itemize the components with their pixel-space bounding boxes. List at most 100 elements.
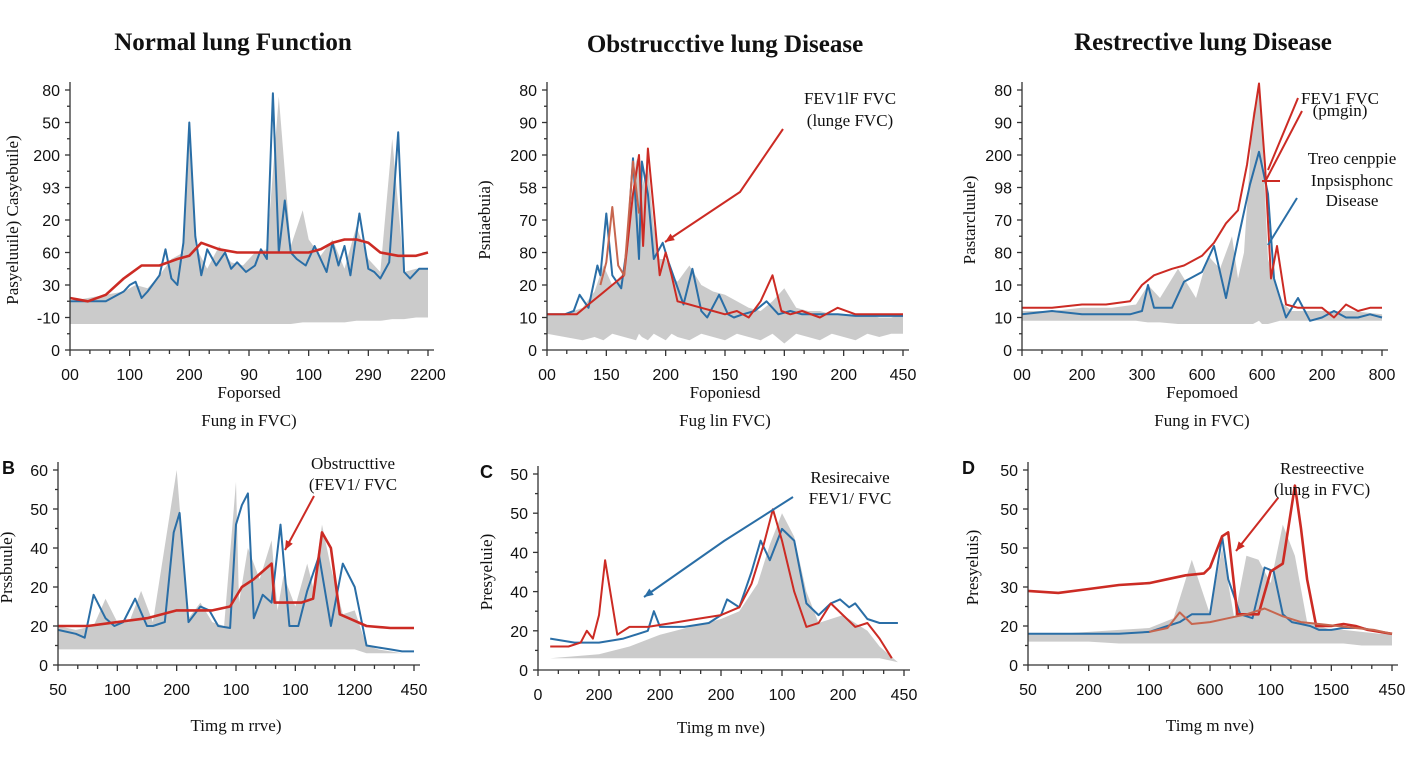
panel-label: D <box>962 458 975 478</box>
annotation-text: (pmgin) <box>1313 101 1368 120</box>
x-tick-label: 150 <box>712 367 739 384</box>
x-tick-label: 100 <box>104 682 131 699</box>
y-tick-label: 20 <box>42 213 60 230</box>
y-tick-label: 200 <box>510 148 537 165</box>
y-tick-label: 60 <box>30 463 48 480</box>
y-tick-label: 0 <box>519 663 528 680</box>
panel-normal: Normal lung Function 0 -10 30 60 20 93 200 50 80 0… <box>3 29 446 430</box>
panel-panel-d: D 0 20 30 50 50 50 50 200 100 600 100 1500 450 Timg m … <box>962 458 1405 735</box>
y-tick-label: 50 <box>30 502 48 519</box>
chart-title: Normal lung Function <box>114 29 352 56</box>
y-tick-label: 70 <box>994 213 1012 230</box>
y-axis-label: Pastarcluule) <box>960 176 979 265</box>
annotation-line <box>1267 197 1298 246</box>
series-blue-trace <box>1021 150 1383 322</box>
series-red-light-trace <box>599 160 640 286</box>
x-tick-label: 800 <box>1369 367 1396 384</box>
x-tick-label: 50 <box>1019 682 1037 699</box>
y-tick-label: 200 <box>33 148 60 165</box>
arrowhead-icon <box>665 233 675 242</box>
y-tick-label: 50 <box>510 467 528 484</box>
x-tick-label: 200 <box>586 687 613 704</box>
x-tick-label: 290 <box>355 367 382 384</box>
y-tick-label: 30 <box>42 278 60 295</box>
series-red-smooth <box>1027 484 1393 636</box>
x-tick-label: 190 <box>771 367 798 384</box>
y-tick-label: 200 <box>985 148 1012 165</box>
x-tick-label: 100 <box>223 682 250 699</box>
y-tick-label: 50 <box>42 116 60 133</box>
x-tick-label: 00 <box>538 367 556 384</box>
y-tick-label: 20 <box>30 580 48 597</box>
annotation-text: Restreective <box>1280 459 1364 478</box>
annotation-line <box>1265 110 1303 181</box>
panel-restrictive: Restrective lung Disease 0 10 10 80 70 98 200 90… <box>960 29 1396 430</box>
y-tick-label: 58 <box>519 181 537 198</box>
x-tick-label: 200 <box>176 367 203 384</box>
annotation-text: Disease <box>1326 191 1379 210</box>
y-tick-label: 80 <box>994 83 1012 100</box>
x-tick-label: 200 <box>1075 682 1102 699</box>
y-tick-label: 40 <box>510 545 528 562</box>
annotation-text: Resirecaive <box>810 468 889 487</box>
annotation-text: Treo cenppie <box>1308 149 1397 168</box>
annotation-text: Inpsisphonc <box>1311 171 1394 190</box>
panel-obstructive: Obstrucctive lung Disease 0 10 20 80 70 58 200 9… <box>475 31 916 430</box>
y-tick-label: 10 <box>994 311 1012 328</box>
x-tick-label: 2200 <box>410 367 446 384</box>
x-tick-label: 1500 <box>1314 682 1350 699</box>
series-gray-envelope <box>1022 90 1382 324</box>
x-axis-label: Fung in FVC) <box>1154 411 1249 430</box>
x-tick-label: 450 <box>1379 682 1406 699</box>
y-axis-label: Prssbuule) <box>0 532 16 604</box>
panel-panel-b: B 0 20 20 40 50 60 50 100 200 100 100 1200 450 Timg m … <box>0 454 427 735</box>
x-tick-label: 200 <box>1309 367 1336 384</box>
x-axis-label: Timg m nve) <box>1166 716 1254 735</box>
x-tick-label: 300 <box>1129 367 1156 384</box>
y-tick-label: 98 <box>994 181 1012 198</box>
y-tick-label: 0 <box>1009 658 1018 675</box>
series-gray-envelope <box>70 96 428 324</box>
x-tick-label: 200 <box>647 687 674 704</box>
y-tick-label: 50 <box>1000 502 1018 519</box>
y-tick-label: 70 <box>519 213 537 230</box>
annotation-text: (FEV1/ FVC <box>309 475 397 494</box>
y-axis-label: Psniaebuia) <box>475 180 494 259</box>
x-tick-label: 450 <box>401 682 428 699</box>
chart-title: Obstrucctive lung Disease <box>587 31 863 58</box>
panel-label: C <box>480 462 493 482</box>
annotation-arrow <box>643 496 794 598</box>
x-axis-label: Foporsed <box>217 383 281 402</box>
y-tick-label: 50 <box>1000 541 1018 558</box>
series-red-trace <box>550 508 893 659</box>
y-tick-label: 40 <box>510 585 528 602</box>
annotation-arrow <box>1235 497 1279 552</box>
y-tick-label: 50 <box>1000 463 1018 480</box>
x-tick-label: 600 <box>1189 367 1216 384</box>
x-axis-label: Fung in FVC) <box>201 411 296 430</box>
x-tick-label: 200 <box>830 687 857 704</box>
panel-panel-c: C 0 20 40 40 50 50 0 200 200 200 100 200 450 Timg m nv… <box>477 462 917 737</box>
x-tick-label: 600 <box>1197 682 1224 699</box>
y-tick-label: 93 <box>42 181 60 198</box>
arrowhead-icon <box>1236 541 1245 551</box>
x-axis-label: Fepomoed <box>1166 383 1238 402</box>
panel-label: B <box>2 458 15 478</box>
x-tick-label: 150 <box>593 367 620 384</box>
x-tick-label: 100 <box>282 682 309 699</box>
y-tick-label: 90 <box>994 116 1012 133</box>
y-tick-label: 50 <box>510 506 528 523</box>
x-tick-label: 90 <box>240 367 258 384</box>
series-gray-envelope <box>58 470 414 654</box>
y-tick-label: 80 <box>42 83 60 100</box>
y-tick-label: 0 <box>39 658 48 675</box>
y-tick-label: 0 <box>1003 343 1012 360</box>
y-tick-label: 0 <box>528 343 537 360</box>
y-tick-label: 20 <box>30 619 48 636</box>
y-axis-label: Presyeluis) <box>963 530 982 606</box>
x-axis-label: Foponiesd <box>690 383 761 402</box>
y-tick-label: 20 <box>1000 619 1018 636</box>
y-tick-label: 10 <box>519 311 537 328</box>
annotation-line <box>1267 97 1299 171</box>
y-tick-label: 80 <box>519 246 537 263</box>
